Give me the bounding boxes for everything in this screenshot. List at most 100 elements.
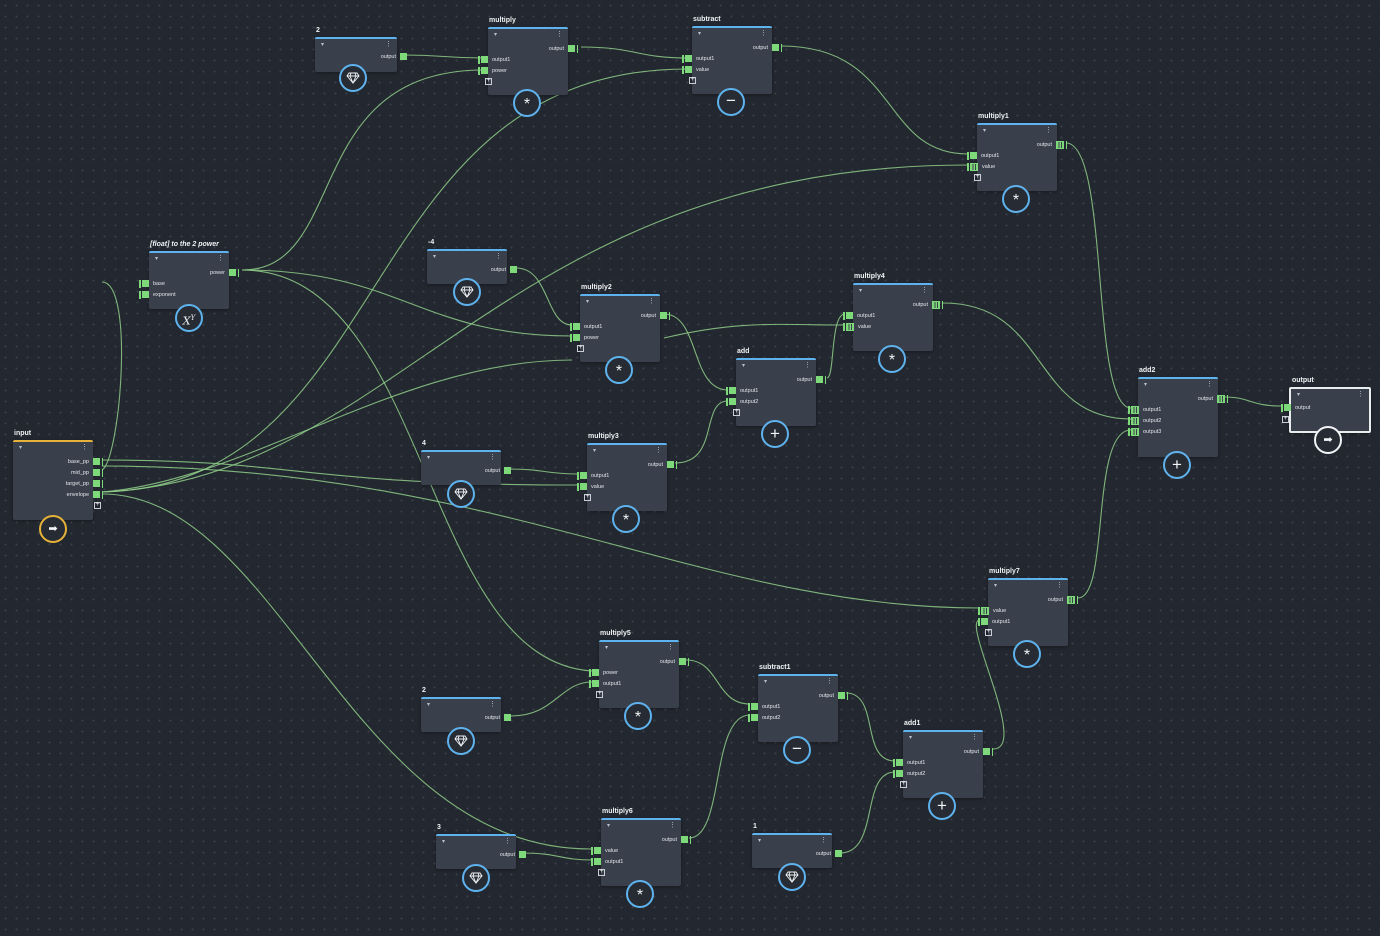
multiply3-node[interactable]: multiply3 ▾ ⋮ output output1 value + * [577, 433, 677, 533]
port-socket[interactable] [481, 56, 488, 64]
collapse-arrow-icon[interactable]: ▾ [442, 839, 446, 845]
input-port[interactable]: power [478, 66, 507, 76]
node-menu-icon[interactable]: ⋮ [217, 255, 224, 262]
constant-node-4[interactable]: 4 ▾ ⋮ output [421, 440, 511, 508]
input-port[interactable]: value [978, 606, 1006, 616]
collapse-arrow-icon[interactable]: ▾ [764, 679, 768, 685]
output-port[interactable]: output [1048, 595, 1078, 605]
add1-node[interactable]: add1 ▾ ⋮ output output1 output2 + + [893, 720, 993, 820]
node-menu-icon[interactable]: ⋮ [1056, 582, 1063, 589]
input-port[interactable]: value [843, 322, 871, 332]
output-port[interactable]: output [816, 849, 842, 859]
add-input-button[interactable]: + [733, 408, 740, 416]
collapse-arrow-icon[interactable]: ▾ [427, 702, 431, 708]
collapse-arrow-icon[interactable]: ▾ [742, 363, 746, 369]
input-port[interactable]: power [589, 668, 618, 678]
input-port[interactable]: value [682, 65, 709, 75]
port-socket[interactable] [970, 152, 977, 160]
port-socket[interactable] [580, 483, 587, 491]
multiply5-node[interactable]: multiply5 ▾ ⋮ output power output1 + * [589, 630, 689, 730]
port-socket[interactable] [729, 387, 736, 395]
port-socket[interactable] [846, 322, 854, 331]
input-port[interactable]: output1 [682, 54, 714, 64]
node-menu-icon[interactable]: ⋮ [820, 837, 827, 844]
multiply6-node[interactable]: multiply6 ▾ ⋮ output value output1 + * [591, 808, 691, 908]
input-port[interactable]: output2 [893, 769, 925, 779]
input-port[interactable]: output1 [591, 857, 623, 867]
add-input-button[interactable]: + [985, 628, 992, 636]
output-port[interactable]: output [641, 311, 670, 321]
output-port[interactable]: output [485, 466, 511, 476]
input-port[interactable]: output1 [589, 679, 621, 689]
add-input-button[interactable]: + [598, 868, 605, 876]
port-socket[interactable] [983, 748, 990, 756]
input-port[interactable]: output1 [843, 311, 875, 321]
collapse-arrow-icon[interactable]: ▾ [586, 299, 590, 305]
port-socket[interactable] [568, 45, 575, 53]
collapse-arrow-icon[interactable]: ▾ [433, 254, 437, 260]
port-socket[interactable] [896, 759, 903, 767]
input-port[interactable]: output1 [978, 617, 1010, 627]
input-port[interactable]: exponent [139, 290, 176, 300]
collapse-arrow-icon[interactable]: ▾ [1144, 382, 1148, 388]
node-menu-icon[interactable]: ⋮ [504, 838, 511, 845]
port-socket[interactable] [573, 323, 580, 331]
output-port[interactable]: power [210, 268, 239, 278]
port-socket[interactable] [838, 692, 845, 700]
input-port[interactable]: output1 [967, 151, 999, 161]
constant-node-1[interactable]: 1 ▾ ⋮ output [752, 823, 842, 891]
port-socket[interactable] [510, 266, 517, 274]
collapse-arrow-icon[interactable]: ▾ [859, 288, 863, 294]
output-port[interactable]: output [913, 300, 943, 310]
output-port[interactable]: output [662, 835, 691, 845]
input-port[interactable]: power [570, 333, 599, 343]
output-port[interactable]: output [753, 43, 782, 53]
collapse-arrow-icon[interactable]: ▾ [607, 823, 611, 829]
node-menu-icon[interactable]: ⋮ [669, 822, 676, 829]
output-port[interactable]: output [797, 375, 826, 385]
constant-node-2b[interactable]: 2 ▾ ⋮ output [421, 687, 511, 755]
port-socket[interactable] [400, 53, 407, 61]
port-socket[interactable] [1131, 427, 1139, 436]
multiply7-node[interactable]: multiply7 ▾ ⋮ output value output1 + * [978, 568, 1078, 668]
port-socket[interactable] [729, 398, 736, 406]
node-menu-icon[interactable]: ⋮ [1206, 381, 1213, 388]
port-socket[interactable] [981, 618, 988, 626]
port-socket[interactable] [751, 703, 758, 711]
port-socket[interactable] [1284, 404, 1291, 412]
port-socket[interactable] [1067, 595, 1075, 604]
port-socket[interactable] [93, 469, 100, 477]
add2-node[interactable]: add2 ▾ ⋮ output output1 output2 output3 … [1128, 367, 1228, 479]
port-socket[interactable] [481, 67, 488, 75]
port-socket[interactable] [93, 480, 100, 488]
port-socket[interactable] [846, 312, 853, 320]
input-port[interactable]: output3 [1128, 427, 1161, 437]
collapse-arrow-icon[interactable]: ▾ [155, 256, 159, 262]
collapse-arrow-icon[interactable]: ▾ [593, 448, 597, 454]
port-socket[interactable] [772, 44, 779, 52]
input-port[interactable]: output1 [570, 322, 602, 332]
port-socket[interactable] [142, 280, 149, 288]
add-node[interactable]: add ▾ ⋮ output output1 output2 + + [726, 348, 826, 448]
port-socket[interactable] [504, 714, 511, 722]
port-socket[interactable] [816, 376, 823, 384]
port-socket[interactable] [504, 467, 511, 475]
subtract1-node[interactable]: subtract1 ▾ ⋮ output output1 output2 − [748, 664, 848, 764]
port-socket[interactable] [679, 658, 686, 666]
collapse-arrow-icon[interactable]: ▾ [605, 645, 609, 651]
input-port[interactable]: value [577, 482, 604, 492]
port-socket[interactable] [592, 669, 599, 677]
add-input-button[interactable]: + [485, 77, 492, 85]
collapse-arrow-icon[interactable]: ▾ [758, 838, 762, 844]
output-port[interactable]: output [1198, 394, 1228, 404]
collapse-arrow-icon[interactable]: ▾ [19, 445, 23, 451]
node-menu-icon[interactable]: ⋮ [81, 444, 88, 451]
node-menu-icon[interactable]: ⋮ [495, 253, 502, 260]
output-port[interactable]: output [660, 657, 689, 667]
port-socket[interactable] [142, 291, 149, 299]
input-port[interactable]: output1 [478, 55, 510, 65]
port-socket[interactable] [519, 851, 526, 859]
port-socket[interactable] [573, 334, 580, 342]
node-menu-icon[interactable]: ⋮ [667, 644, 674, 651]
